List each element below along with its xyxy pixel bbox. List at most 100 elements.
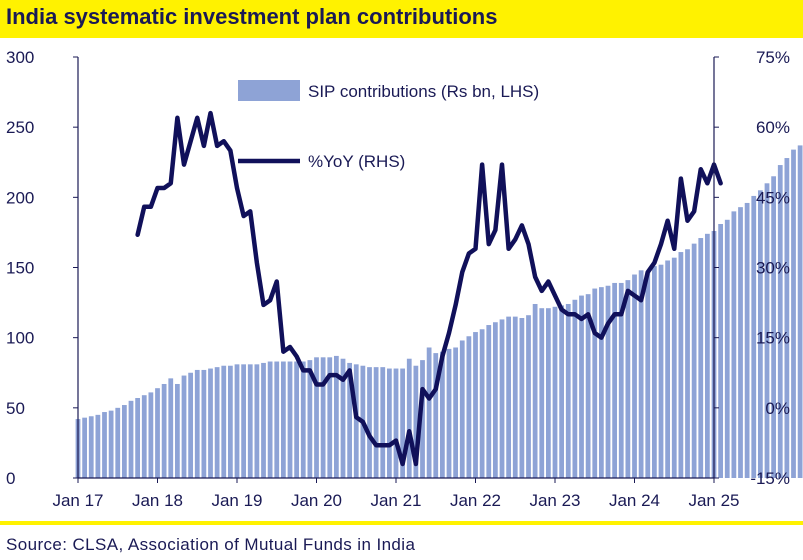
sip-bar (333, 355, 339, 478)
sip-bar (234, 364, 240, 478)
chart-area: 0 50 100 150 200 250 300 -15% 0% 15% 30% 45% 60% 75% J… (6, 48, 803, 510)
left-axis-label: 250 (6, 118, 34, 137)
sip-bar (201, 369, 207, 478)
sip-bar (512, 316, 518, 478)
x-axis-label: Jan 24 (609, 491, 660, 510)
legend: SIP contributions (Rs bn, LHS) %YoY (RHS) (238, 80, 539, 171)
sip-bar (698, 238, 704, 478)
sip-bar (247, 364, 253, 478)
sip-bar (155, 388, 160, 478)
right-axis-label: -15% (750, 469, 790, 488)
sip-bar (353, 364, 359, 478)
sip-bar (181, 375, 187, 478)
sip-bar (135, 398, 141, 478)
sip-bar (208, 368, 213, 478)
sip-bar (718, 224, 724, 478)
sip-bar (340, 358, 346, 478)
sip-bar (691, 243, 697, 478)
x-axis-label: Jan 18 (132, 491, 183, 510)
sip-bar (632, 274, 637, 478)
legend-line-label: %YoY (RHS) (308, 152, 405, 171)
sip-bar (128, 400, 134, 478)
sip-bar (88, 416, 94, 478)
sip-bar (519, 318, 525, 478)
sip-bar (466, 336, 472, 478)
sip-bar (579, 295, 584, 478)
left-axis-label: 150 (6, 259, 34, 278)
sip-bar (784, 158, 790, 479)
sip-bar (347, 362, 353, 478)
sip-bar (115, 407, 121, 478)
sip-bar (499, 319, 505, 478)
sip-bar (386, 368, 392, 478)
sip-bar (241, 364, 247, 478)
x-axis-label: Jan 19 (211, 491, 262, 510)
legend-bar-swatch (238, 80, 300, 101)
sip-bar (108, 410, 114, 478)
sip-bar (82, 417, 88, 478)
sip-bar (565, 303, 571, 478)
sip-bar (526, 315, 531, 478)
sip-bar (744, 202, 750, 478)
sip-bar (572, 299, 578, 478)
sip-bar (188, 372, 194, 478)
title-bar: India systematic investment plan contrib… (0, 0, 803, 38)
sip-bar (446, 348, 452, 478)
chart-title: India systematic investment plan contrib… (6, 4, 498, 29)
sip-bar (506, 316, 512, 478)
sip-bar (532, 303, 538, 478)
sip-bar (598, 287, 604, 478)
sip-bar (95, 414, 101, 478)
sip-bar (704, 233, 710, 478)
sip-bar (121, 405, 127, 478)
sip-bar (612, 282, 618, 478)
x-axis-label: Jan 21 (370, 491, 421, 510)
sip-bar (724, 219, 730, 479)
sip-bar (221, 365, 227, 478)
sip-bar (439, 351, 445, 478)
sip-bar (280, 361, 286, 478)
sip-bar (777, 165, 783, 478)
x-axis-label: Jan 23 (529, 491, 580, 510)
sip-bar (492, 322, 498, 478)
sip-bar (314, 357, 319, 478)
sip-bar (665, 260, 671, 478)
sip-bar (459, 340, 465, 478)
sip-bar (764, 183, 770, 479)
sip-bar (731, 211, 737, 478)
sip-bar (592, 288, 598, 478)
sip-bar (797, 145, 803, 478)
bottom-rule (0, 521, 803, 525)
sip-bar (771, 176, 777, 478)
sip-bar (174, 383, 180, 478)
sip-bar (426, 347, 432, 478)
sip-bar (400, 368, 406, 478)
sip-bar (393, 368, 399, 478)
sip-bar (294, 361, 300, 478)
sip-bar (420, 360, 425, 478)
sip-bar (585, 294, 591, 478)
sip-bar (751, 195, 757, 478)
sip-bar (552, 306, 558, 478)
sip-bar (685, 249, 690, 478)
sip-bar (320, 357, 326, 478)
sip-bar (618, 282, 624, 478)
left-axis-label: 100 (6, 329, 34, 348)
x-axis-label: Jan 17 (52, 491, 103, 510)
sip-bar (406, 358, 412, 478)
right-axis-label: 60% (756, 118, 790, 137)
left-axis-label: 50 (6, 399, 25, 418)
sip-bar (791, 149, 796, 478)
sip-bar (559, 305, 565, 478)
left-axis-label: 300 (6, 48, 34, 67)
sip-bar (473, 332, 478, 478)
sip-bar (738, 207, 743, 478)
sip-bar (161, 383, 167, 478)
left-axis-label: 0 (6, 469, 15, 488)
sip-bar (453, 347, 459, 478)
sip-bar (102, 412, 107, 478)
sip-bar (651, 266, 657, 478)
sip-bar (274, 361, 280, 478)
sip-bar (367, 367, 372, 478)
right-axis-label: 45% (756, 188, 790, 207)
